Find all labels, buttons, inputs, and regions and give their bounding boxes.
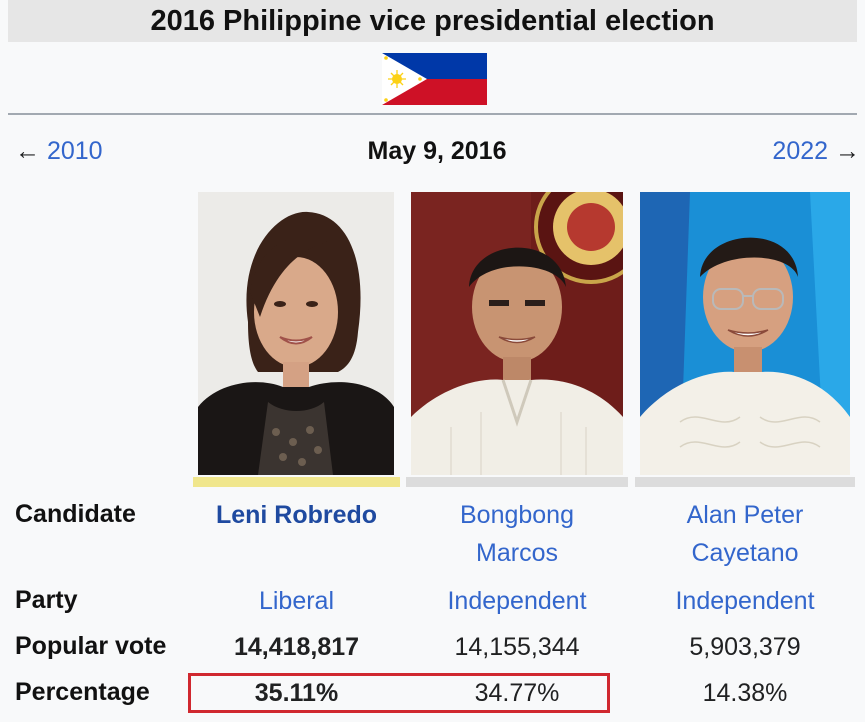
row-label-party: Party — [15, 586, 78, 614]
candidate-name-line: Leni Robredo — [215, 501, 378, 529]
candidate-name-line: Bongbong — [459, 501, 574, 529]
popular-vote-value: 14,418,817 — [233, 633, 360, 661]
candidate-name-line: Cayetano — [691, 539, 799, 567]
party-link[interactable]: Independent — [675, 587, 815, 615]
arrow-right-icon: → — [835, 137, 860, 165]
party-color-bar — [635, 477, 855, 487]
candidate-name-link[interactable]: Alan Peter Cayetano — [635, 496, 855, 572]
candidate-name-line: Marcos — [476, 539, 558, 567]
party-link[interactable]: Liberal — [258, 587, 335, 615]
party-color-bar — [193, 477, 400, 487]
row-label-percentage: Percentage — [15, 678, 150, 706]
next-election-label: 2022 — [772, 137, 829, 165]
popular-vote-value: 5,903,379 — [689, 633, 801, 661]
page-title: 2016 Philippine vice presidential electi… — [8, 0, 857, 42]
percentage-value: 35.11% — [254, 679, 339, 707]
row-label-popular-vote: Popular vote — [15, 632, 167, 660]
candidate-name-link[interactable]: Leni Robredo — [193, 496, 400, 534]
candidate-photo-robredo[interactable] — [198, 192, 394, 475]
party-link[interactable]: Independent — [447, 587, 587, 615]
next-election-link[interactable]: 2022 → — [772, 137, 860, 166]
popular-vote-value: 14,155,344 — [454, 633, 580, 661]
previous-election-label: 2010 — [46, 137, 103, 165]
party-color-bar — [406, 477, 628, 487]
percentage-value: 34.77% — [474, 679, 560, 707]
arrow-left-icon: ← — [15, 137, 40, 165]
candidate-photo-cayetano[interactable] — [640, 192, 850, 475]
election-date: May 9, 2016 — [367, 137, 507, 165]
candidate-photo-marcos[interactable] — [411, 192, 623, 475]
previous-election-link[interactable]: ← 2010 — [15, 137, 103, 166]
row-label-candidate: Candidate — [15, 500, 136, 528]
header-divider — [8, 113, 857, 115]
candidate-name-line: Alan Peter — [686, 501, 804, 529]
percentage-value: 14.38% — [702, 679, 788, 707]
philippine-flag-icon — [382, 53, 487, 105]
candidate-name-link[interactable]: Bongbong Marcos — [406, 496, 628, 572]
